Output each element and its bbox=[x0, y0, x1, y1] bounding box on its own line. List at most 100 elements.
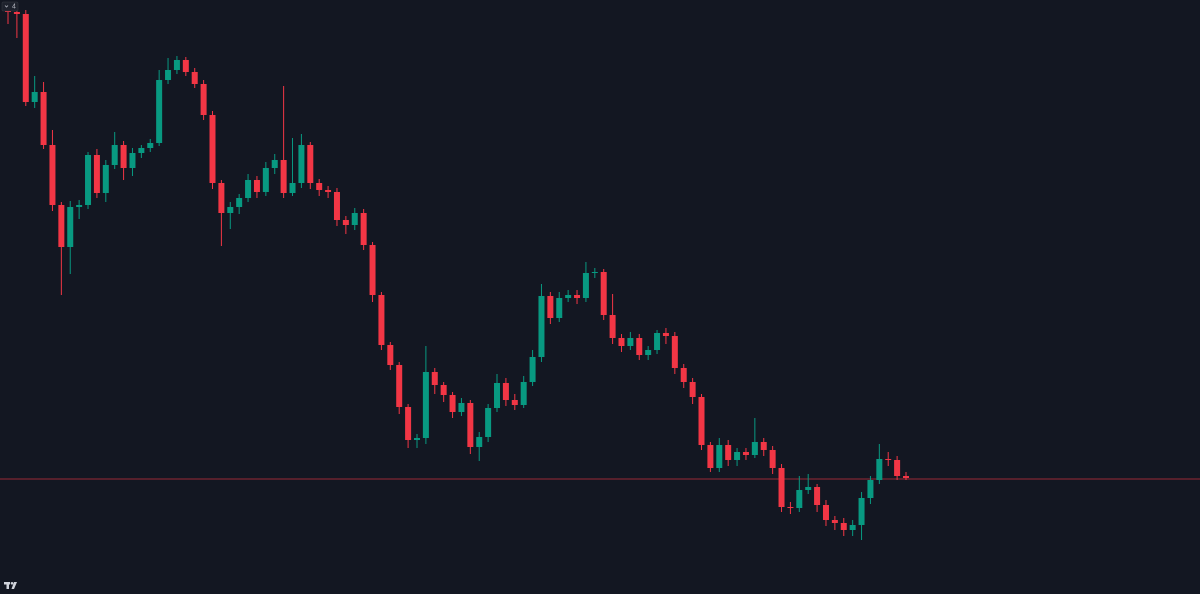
candle-body bbox=[520, 382, 527, 405]
chevron-icon bbox=[4, 5, 9, 8]
candle-body bbox=[387, 345, 394, 365]
candle-body bbox=[707, 445, 714, 468]
candle-body bbox=[769, 450, 776, 468]
candle-body bbox=[440, 385, 447, 395]
candle-body bbox=[538, 296, 545, 357]
candle-body bbox=[298, 145, 305, 183]
candle-body bbox=[422, 372, 429, 438]
candle-body bbox=[511, 400, 518, 405]
candle-body bbox=[120, 145, 127, 168]
candle-body bbox=[138, 148, 145, 153]
candle-body bbox=[458, 403, 465, 412]
candle-body bbox=[342, 220, 349, 225]
candle-body bbox=[333, 192, 340, 220]
candle-body bbox=[191, 72, 198, 84]
candle-body bbox=[849, 525, 856, 530]
candle-body bbox=[742, 452, 749, 455]
candle-body bbox=[529, 357, 536, 382]
candle-body bbox=[147, 143, 154, 148]
candle-body bbox=[156, 80, 163, 143]
candle-body bbox=[698, 397, 705, 445]
candle-body bbox=[67, 207, 74, 247]
candle-body bbox=[476, 437, 483, 447]
candle-body bbox=[831, 520, 838, 523]
candle-body bbox=[449, 395, 456, 412]
candle-body bbox=[280, 160, 287, 193]
candle-body bbox=[431, 372, 438, 385]
candle-body bbox=[680, 368, 687, 382]
candle-body bbox=[671, 336, 678, 368]
candle-body bbox=[814, 487, 821, 505]
candle-body bbox=[574, 295, 581, 298]
candle-body bbox=[805, 487, 812, 490]
candle-body bbox=[822, 505, 829, 520]
candle-body bbox=[903, 476, 909, 478]
candle-body bbox=[182, 60, 189, 72]
candle-body bbox=[316, 183, 323, 190]
candle-body bbox=[618, 338, 625, 346]
logo-part bbox=[10, 582, 14, 585]
candle-body bbox=[627, 338, 634, 346]
candle-body bbox=[396, 365, 403, 407]
candle-body bbox=[840, 523, 847, 530]
logo bbox=[4, 582, 17, 589]
candle-body bbox=[654, 333, 661, 350]
candle-body bbox=[262, 168, 269, 192]
candle-body bbox=[227, 207, 234, 213]
candle-body bbox=[49, 145, 56, 205]
candle-body bbox=[271, 160, 278, 168]
candle-body bbox=[734, 452, 741, 460]
candle-body bbox=[351, 213, 358, 225]
candle-body bbox=[102, 165, 109, 193]
candle-body bbox=[236, 198, 243, 207]
candle-body bbox=[547, 296, 554, 318]
candle-body bbox=[467, 403, 474, 447]
candle-body bbox=[582, 273, 589, 298]
candle-body bbox=[778, 468, 785, 507]
collapse-button[interactable] bbox=[1, 1, 19, 12]
candle-body bbox=[289, 183, 296, 193]
candle-body bbox=[760, 442, 767, 450]
candle-body bbox=[796, 490, 803, 508]
candle-body bbox=[725, 445, 732, 460]
candle-body bbox=[40, 92, 47, 145]
candle-body bbox=[165, 70, 172, 80]
candle-body bbox=[787, 507, 794, 508]
candle-body bbox=[245, 180, 252, 198]
candle-body bbox=[858, 498, 865, 525]
candle-body bbox=[22, 14, 29, 102]
candle-body bbox=[502, 383, 509, 400]
candle-body bbox=[689, 382, 696, 397]
candle-body bbox=[876, 459, 883, 480]
logo-part bbox=[6, 582, 9, 589]
candle-body bbox=[885, 459, 892, 460]
candle-body bbox=[413, 438, 420, 440]
candle-body bbox=[867, 480, 874, 498]
candle-body bbox=[751, 442, 758, 455]
candle-body bbox=[556, 298, 563, 318]
candle-body bbox=[93, 155, 100, 193]
candle-body bbox=[609, 315, 616, 338]
candle-body bbox=[645, 350, 652, 355]
candle-body bbox=[307, 145, 314, 183]
candle-body bbox=[85, 155, 92, 205]
candle-body bbox=[218, 183, 225, 213]
candle-body bbox=[494, 383, 501, 408]
candle-body bbox=[253, 180, 260, 192]
candle-body bbox=[565, 295, 572, 298]
candle-body bbox=[894, 460, 901, 476]
candle-body bbox=[111, 145, 118, 165]
candle-body bbox=[662, 333, 669, 336]
candle-body bbox=[76, 205, 83, 207]
candle-body bbox=[591, 272, 598, 273]
candle-body bbox=[636, 338, 643, 355]
badge-count: 4 bbox=[12, 3, 16, 10]
candle-body bbox=[31, 92, 38, 102]
candle-body bbox=[58, 205, 65, 247]
candle-body bbox=[716, 445, 723, 468]
candle-body bbox=[173, 60, 180, 70]
candle-body bbox=[209, 115, 216, 183]
candle-body bbox=[129, 153, 136, 168]
